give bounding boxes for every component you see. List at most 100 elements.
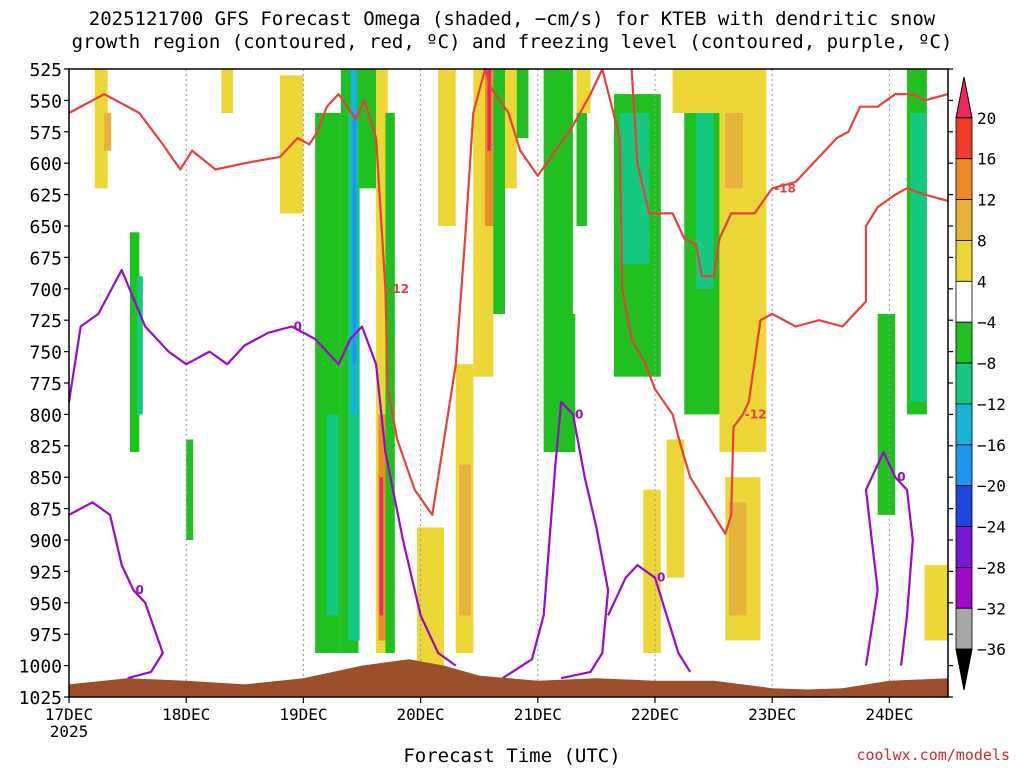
x-axis-label: Forecast Time (UTC)	[403, 745, 621, 767]
colorbar-swatch	[955, 607, 973, 650]
y-tick-label: 750	[29, 343, 62, 364]
omega-shade-cell	[666, 439, 685, 578]
colorbar-label: −16	[977, 436, 1006, 455]
y-tick-label: 850	[29, 468, 62, 489]
omega-shade-cell	[672, 69, 726, 113]
colorbar-swatch	[955, 485, 973, 527]
omega-shade-cell	[376, 69, 388, 654]
colorbar-swatch	[955, 280, 973, 323]
contour-label: 0	[575, 407, 583, 421]
omega-shade-cell	[417, 527, 445, 666]
colorbar-swatch	[955, 158, 973, 201]
y-tick-label: 875	[29, 500, 62, 521]
omega-shade-cell	[94, 69, 108, 189]
colorbar-label: −12	[977, 395, 1006, 414]
colorbar-swatch	[955, 117, 973, 160]
x-tick-label: 20DEC	[397, 705, 445, 724]
terrain-fill	[69, 659, 948, 697]
omega-shade-cell	[358, 69, 377, 189]
colorbar-label: −20	[977, 477, 1006, 496]
contour-line	[67, 268, 457, 667]
x-tick-year-label: 2025	[50, 722, 89, 740]
colorbar-label: 8	[977, 231, 987, 250]
x-tick-label: 17DEC	[45, 705, 93, 724]
colorbar-label: −32	[977, 599, 1006, 618]
contour-label: -18	[774, 181, 796, 195]
y-tick-label: 600	[29, 154, 62, 175]
contour-line	[68, 501, 164, 680]
contour-line	[601, 68, 949, 535]
contour-label: -12	[745, 407, 767, 421]
y-tick-label: 775	[29, 374, 62, 395]
omega-shade-cell	[696, 112, 714, 289]
contour-line	[607, 564, 692, 673]
x-tick-label: 22DEC	[631, 705, 679, 724]
colorbar-label: −36	[977, 640, 1006, 659]
contour-line	[864, 451, 914, 666]
y-tick-label: 650	[29, 217, 62, 238]
x-tick-label: 18DEC	[162, 705, 210, 724]
y-tick-label: 975	[29, 625, 62, 646]
y-tick-label: 525	[29, 60, 62, 81]
y-tick-label: 950	[29, 594, 62, 615]
omega-shade-cell	[504, 69, 517, 189]
omega-shade-cell	[326, 414, 339, 616]
omega-shade-cell	[129, 232, 140, 453]
contour-line	[502, 400, 610, 680]
y-tick-label: 700	[29, 280, 62, 301]
x-tick-label: 23DEC	[748, 705, 796, 724]
omega-shade-cell	[516, 69, 529, 139]
y-tick-label: 825	[29, 437, 62, 458]
omega-shade-cell	[186, 439, 194, 540]
omega-shade-cell	[379, 477, 384, 616]
x-tick-label: 24DEC	[865, 705, 913, 724]
colorbar-label: −28	[977, 558, 1006, 577]
y-tick-label: 625	[29, 186, 62, 207]
omega-shade-cell	[438, 69, 456, 226]
omega-shade-cell	[576, 112, 588, 226]
omega-shade-cell	[459, 464, 471, 616]
y-tick-label: 800	[29, 405, 62, 426]
colorbar-label: 12	[977, 191, 996, 210]
omega-shade-cell	[221, 69, 234, 113]
contour-label: -12	[387, 282, 409, 296]
chart-canvas: -12 -12 -18 0 0 0 0 0 525 550 575 600 625 650 675 700 72…	[19, 60, 1006, 740]
colorbar-label: 20	[977, 109, 996, 128]
x-tick-label: 21DEC	[514, 705, 562, 724]
x-tick-label: 19DEC	[279, 705, 327, 724]
colorbar-swatch	[955, 362, 973, 405]
colorbar-bottom-arrow	[955, 648, 973, 691]
y-tick-label: 900	[29, 531, 62, 552]
omega-shade-cell	[725, 112, 743, 189]
y-tick-label: 725	[29, 311, 62, 332]
omega-shade-cell	[104, 112, 112, 151]
y-tick-label: 575	[29, 123, 62, 144]
omega-shade-cell	[487, 69, 491, 151]
colorbar-label: −4	[977, 313, 996, 332]
omega-shade-cell	[563, 313, 576, 453]
colorbar-label: −8	[977, 354, 996, 373]
colorbar-swatch	[955, 199, 973, 241]
y-tick-label: 1025	[19, 688, 62, 709]
omega-shade-cell	[136, 276, 143, 415]
omega-shade-cell	[385, 112, 395, 654]
y-tick-label: 925	[29, 562, 62, 583]
omega-shade-cell	[619, 112, 650, 264]
omega-shade-cell	[352, 112, 357, 365]
chart-title-line1: 2025121700 GFS Forecast Omega (shaded, −…	[88, 8, 936, 30]
colorbar-label: 4	[977, 272, 987, 291]
y-tick-label: 550	[29, 91, 62, 112]
colorbar-top-arrow	[955, 76, 973, 119]
omega-shade-cell	[643, 489, 661, 654]
omega-shade-cell	[910, 112, 927, 402]
colorbar-swatch	[955, 526, 973, 568]
omega-shade-cell	[924, 565, 948, 641]
source-credit: coolwx.com/models	[856, 746, 1010, 764]
y-tick-label: 675	[29, 248, 62, 269]
chart-title-line2: growth region (contoured, red, ºC) and f…	[71, 31, 953, 53]
colorbar-swatch	[955, 403, 973, 446]
colorbar-swatch	[955, 567, 973, 609]
contour-label: 0	[657, 571, 665, 585]
colorbar-label: −24	[977, 518, 1006, 537]
contour-label: 0	[135, 583, 143, 597]
